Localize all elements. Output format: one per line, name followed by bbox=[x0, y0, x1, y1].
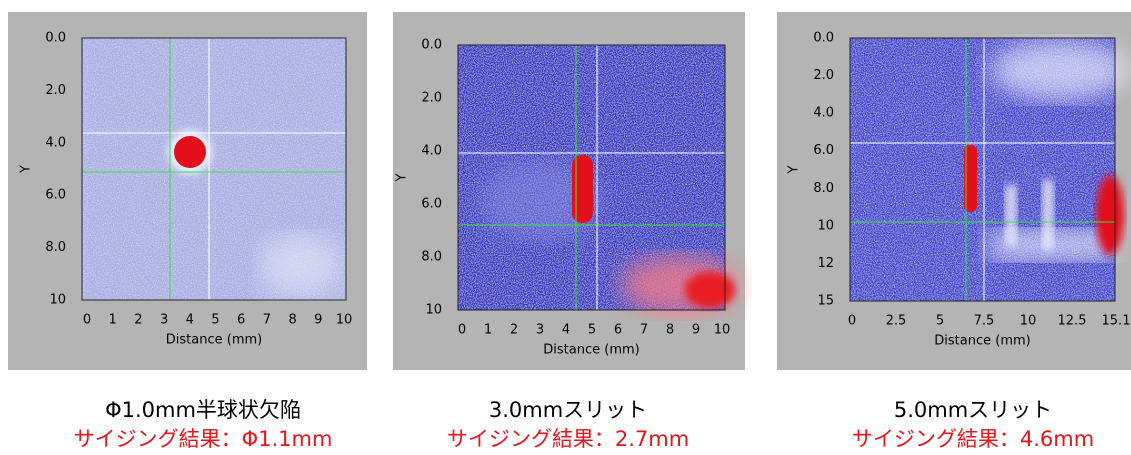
x-tick-label: 9 bbox=[314, 313, 322, 328]
y-tick-label: 2.0 bbox=[45, 83, 66, 98]
x-axis-label: Distance (mm) bbox=[543, 343, 639, 358]
y-tick-label: 0.0 bbox=[45, 31, 66, 46]
y-tick-label: 10 bbox=[49, 293, 66, 308]
x-tick-label: 6 bbox=[614, 323, 622, 338]
y-tick-label: 12 bbox=[817, 256, 834, 271]
caption: Φ1.0mm半球状欠陥 サイジング結果：Φ1.1mm bbox=[23, 396, 383, 454]
y-tick-label: 8.0 bbox=[813, 181, 834, 196]
y-tick-label: 0.0 bbox=[813, 31, 834, 46]
caption-title: 3.0mmスリット bbox=[488, 398, 648, 422]
x-tick-label: 1 bbox=[484, 323, 492, 338]
scan-image bbox=[81, 37, 347, 301]
y-tick-label: 2.0 bbox=[813, 68, 834, 83]
x-tick-label: 6 bbox=[237, 313, 245, 328]
x-tick-label: 3 bbox=[536, 323, 544, 338]
x-tick-label: 2.5 bbox=[886, 314, 907, 329]
y-tick-label: 8.0 bbox=[421, 250, 442, 265]
x-tick-label: 4 bbox=[562, 323, 570, 338]
x-axis-label: Distance (mm) bbox=[934, 334, 1030, 349]
y-tick-label: 0.0 bbox=[421, 38, 442, 53]
caption-title: Φ1.0mm半球状欠陥 bbox=[105, 398, 301, 422]
scan-image bbox=[849, 37, 1130, 302]
x-tick-label: 5 bbox=[211, 313, 219, 328]
y-tick-label: 4.0 bbox=[813, 106, 834, 121]
y-tick-label: 10 bbox=[817, 218, 834, 233]
y-tick-label: 8.0 bbox=[45, 240, 66, 255]
x-tick-label: 8 bbox=[666, 323, 674, 338]
y-tick-label: 2.0 bbox=[421, 91, 442, 106]
sizing-result: サイジング結果：Φ1.1mm bbox=[73, 427, 333, 451]
x-tick-label: 10 bbox=[336, 313, 353, 328]
x-tick-label: 2 bbox=[134, 313, 142, 328]
y-axis-label: Y bbox=[395, 173, 410, 182]
x-tick-label: 5 bbox=[588, 323, 596, 338]
scan-image bbox=[457, 44, 740, 315]
x-tick-label: 10 bbox=[1020, 314, 1037, 329]
x-tick-label: 10 bbox=[714, 323, 731, 338]
sizing-result: サイジング結果：2.7mm bbox=[446, 427, 690, 451]
x-tick-label: 1 bbox=[109, 313, 117, 328]
x-tick-label: 8 bbox=[288, 313, 296, 328]
caption-title: 5.0mmスリット bbox=[893, 398, 1053, 422]
y-tick-label: 6.0 bbox=[813, 143, 834, 158]
y-tick-label: 6.0 bbox=[45, 188, 66, 203]
x-tick-label: 3 bbox=[160, 313, 168, 328]
y-tick-label: 15 bbox=[817, 294, 834, 309]
x-axis-label: Distance (mm) bbox=[166, 333, 262, 348]
x-tick-label: 12.5 bbox=[1058, 314, 1087, 329]
x-tick-label: 7 bbox=[640, 323, 648, 338]
y-tick-label: 4.0 bbox=[421, 144, 442, 159]
x-tick-label: 15.1 bbox=[1102, 314, 1131, 329]
x-tick-label: 2 bbox=[510, 323, 518, 338]
caption: 5.0mmスリット サイジング結果：4.6mm bbox=[793, 396, 1131, 454]
x-tick-label: 5 bbox=[936, 314, 944, 329]
y-tick-label: 6.0 bbox=[421, 197, 442, 212]
x-tick-label: 7 bbox=[263, 313, 271, 328]
x-tick-label: 7.5 bbox=[974, 314, 995, 329]
caption: 3.0mmスリット サイジング結果：2.7mm bbox=[388, 396, 748, 454]
x-tick-label: 0 bbox=[848, 314, 856, 329]
y-axis-label: Y bbox=[19, 165, 34, 174]
y-tick-label: 10 bbox=[425, 303, 442, 318]
sizing-result: サイジング結果：4.6mm bbox=[851, 427, 1095, 451]
y-tick-label: 4.0 bbox=[45, 135, 66, 150]
x-tick-label: 0 bbox=[458, 323, 466, 338]
x-tick-label: 4 bbox=[186, 313, 194, 328]
x-tick-label: 9 bbox=[692, 323, 700, 338]
y-axis-label: Y bbox=[787, 165, 802, 174]
x-tick-label: 0 bbox=[83, 313, 91, 328]
